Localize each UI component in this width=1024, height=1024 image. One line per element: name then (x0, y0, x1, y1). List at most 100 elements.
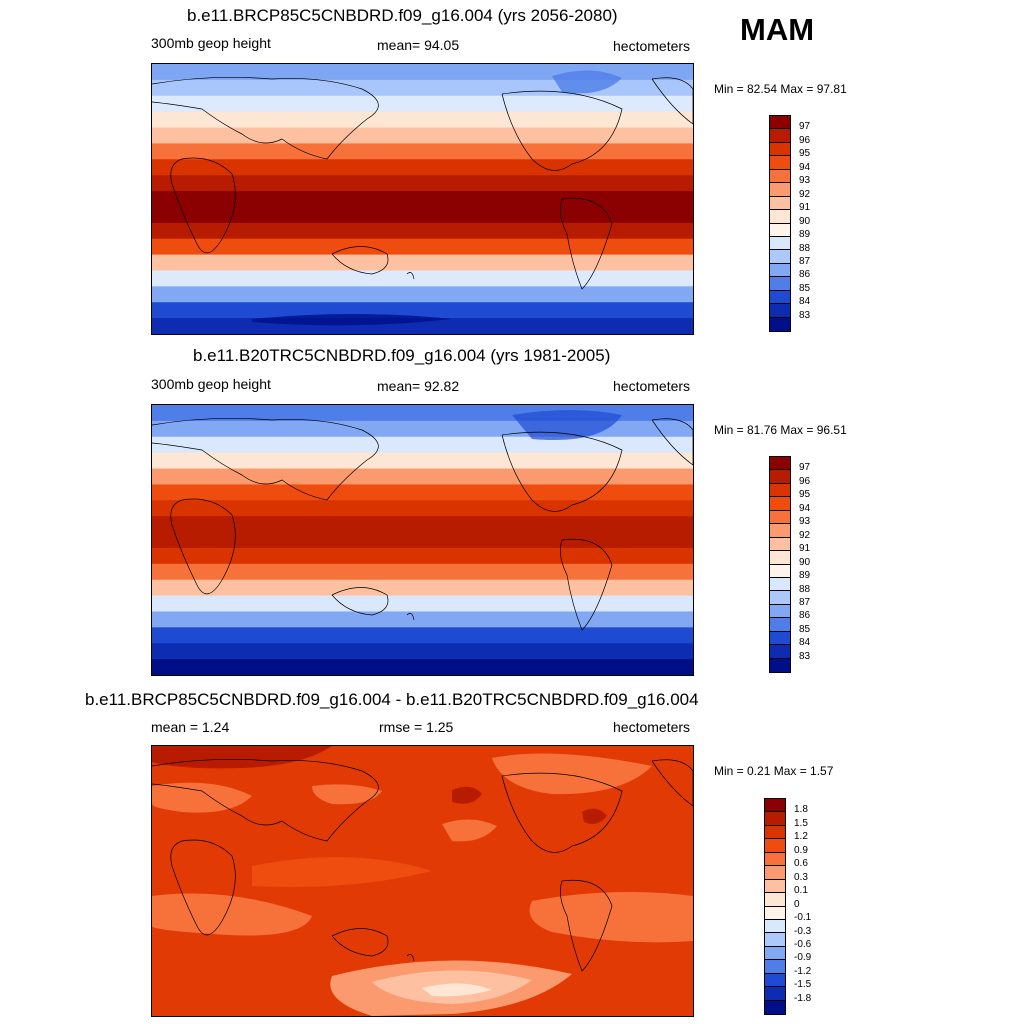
colorbar-swatch (770, 551, 790, 565)
colorbar (769, 115, 791, 332)
colorbar-tick-label: 1.8 (794, 804, 808, 816)
minmax-label: Min = 81.76 Max = 96.51 (714, 423, 847, 437)
contour-band (152, 563, 693, 581)
colorbar-swatch (770, 263, 790, 278)
colorbar-tick-label: 96 (799, 475, 811, 487)
contour-band (152, 111, 693, 129)
colorbar-swatch (770, 223, 790, 237)
coastline (501, 431, 623, 512)
colorbar-swatch (765, 812, 785, 826)
coastline (501, 772, 623, 853)
colorbar-swatch (770, 277, 790, 291)
contour-band (152, 175, 693, 192)
contour-band (152, 206, 693, 224)
colorbar-swatch (765, 1000, 785, 1014)
colorbar-tick-label: 85 (799, 282, 811, 294)
variable-label: 300mb geop height (151, 376, 271, 392)
colorbar-swatch (765, 839, 785, 853)
colorbar-tick-label: 83 (799, 650, 811, 662)
contour-band (152, 254, 693, 272)
coastline (152, 417, 379, 501)
contour-band (152, 222, 693, 240)
coastline (152, 758, 379, 842)
colorbar-swatch (765, 933, 785, 947)
colorbar-tick-label: 0.6 (794, 858, 808, 870)
colorbar-tick-label: 91 (799, 202, 811, 214)
colorbar-swatch (770, 129, 790, 143)
colorbar-swatch (770, 618, 790, 632)
colorbar-swatch (770, 250, 790, 264)
colorbar-swatch (770, 116, 790, 130)
colorbar-tick-label: -1.8 (794, 992, 812, 1004)
contour-field (152, 746, 693, 1016)
colorbar-tick-label: 91 (799, 543, 811, 555)
colorbar-tick-label: 84 (799, 637, 811, 649)
mean-label: mean = 1.24 (151, 719, 230, 735)
contour-band (152, 238, 693, 256)
colorbar-tick-label: 87 (799, 255, 811, 267)
colorbar-tick-label: 86 (799, 269, 811, 281)
world-map-future (151, 63, 694, 335)
colorbar-swatch (770, 304, 790, 318)
contour-field (152, 64, 693, 334)
mean-label: mean= 92.82 (377, 378, 460, 394)
colorbar-tick-label: 0 (794, 898, 800, 910)
colorbar-tick-label: 97 (799, 462, 811, 474)
high-contour (452, 786, 482, 804)
colorbar-swatch (770, 470, 790, 484)
colorbar-tick-label: -0.3 (794, 925, 812, 937)
colorbar-tick-label: 92 (799, 188, 811, 200)
low-contour (152, 782, 252, 813)
coastline (331, 587, 389, 616)
low-contour (422, 983, 492, 997)
low-contour (312, 784, 382, 805)
coastline (170, 157, 236, 254)
units-label: hectometers (613, 719, 691, 735)
contour-band (152, 500, 693, 517)
world-map-difference (151, 745, 694, 1017)
colorbar-tick-label: 88 (799, 583, 811, 595)
colorbar-swatch (765, 799, 785, 813)
colorbar-swatch (770, 236, 790, 251)
colorbar-swatch (765, 893, 785, 907)
units-label: hectometers (613, 378, 691, 394)
contour-band (152, 532, 693, 549)
contour-band (152, 468, 693, 486)
colorbar-tick-label: 89 (799, 229, 811, 241)
coastline (560, 538, 613, 631)
coastline (406, 613, 415, 621)
contour-band (152, 659, 693, 675)
coastline (170, 839, 236, 936)
colorbar-tick-label: 97 (799, 121, 811, 133)
contour-band (152, 516, 693, 533)
contour-band (152, 95, 693, 113)
panel-title: b.e11.B20TRC5CNBDRD.f09_g16.004 (yrs 198… (193, 346, 611, 365)
colorbar-swatch (770, 183, 790, 197)
colorbar-swatch (770, 196, 790, 211)
colorbar-swatch (765, 825, 785, 840)
colorbar-swatch (765, 973, 785, 988)
low-contour (252, 857, 432, 887)
colorbar-tick-label: 0.3 (794, 871, 808, 883)
coastline (651, 418, 693, 466)
colorbar-swatch (765, 879, 785, 894)
colorbar-tick-label: 94 (799, 161, 811, 173)
colorbar-tick-label: 85 (799, 623, 811, 635)
colorbar-tick-label: 87 (799, 596, 811, 608)
high-contour (152, 746, 332, 769)
panel-title: b.e11.BRCP85C5CNBDRD.f09_g16.004 - b.e11… (85, 690, 699, 709)
units-label: hectometers (613, 38, 691, 54)
colorbar-tick-label: 90 (799, 556, 811, 568)
colorbar-swatch (770, 604, 790, 619)
minmax-label: Min = 0.21 Max = 1.57 (714, 764, 834, 778)
colorbar-swatch (770, 317, 790, 331)
colorbar-swatch (765, 960, 785, 974)
colorbar-tick-label: 93 (799, 516, 811, 528)
polar-low-contour (512, 410, 622, 440)
contour-band (152, 436, 693, 454)
colorbar-swatch (770, 210, 790, 224)
colorbar (769, 456, 791, 673)
coastline (651, 77, 693, 125)
low-contour (492, 753, 652, 795)
colorbar-swatch (770, 591, 790, 605)
